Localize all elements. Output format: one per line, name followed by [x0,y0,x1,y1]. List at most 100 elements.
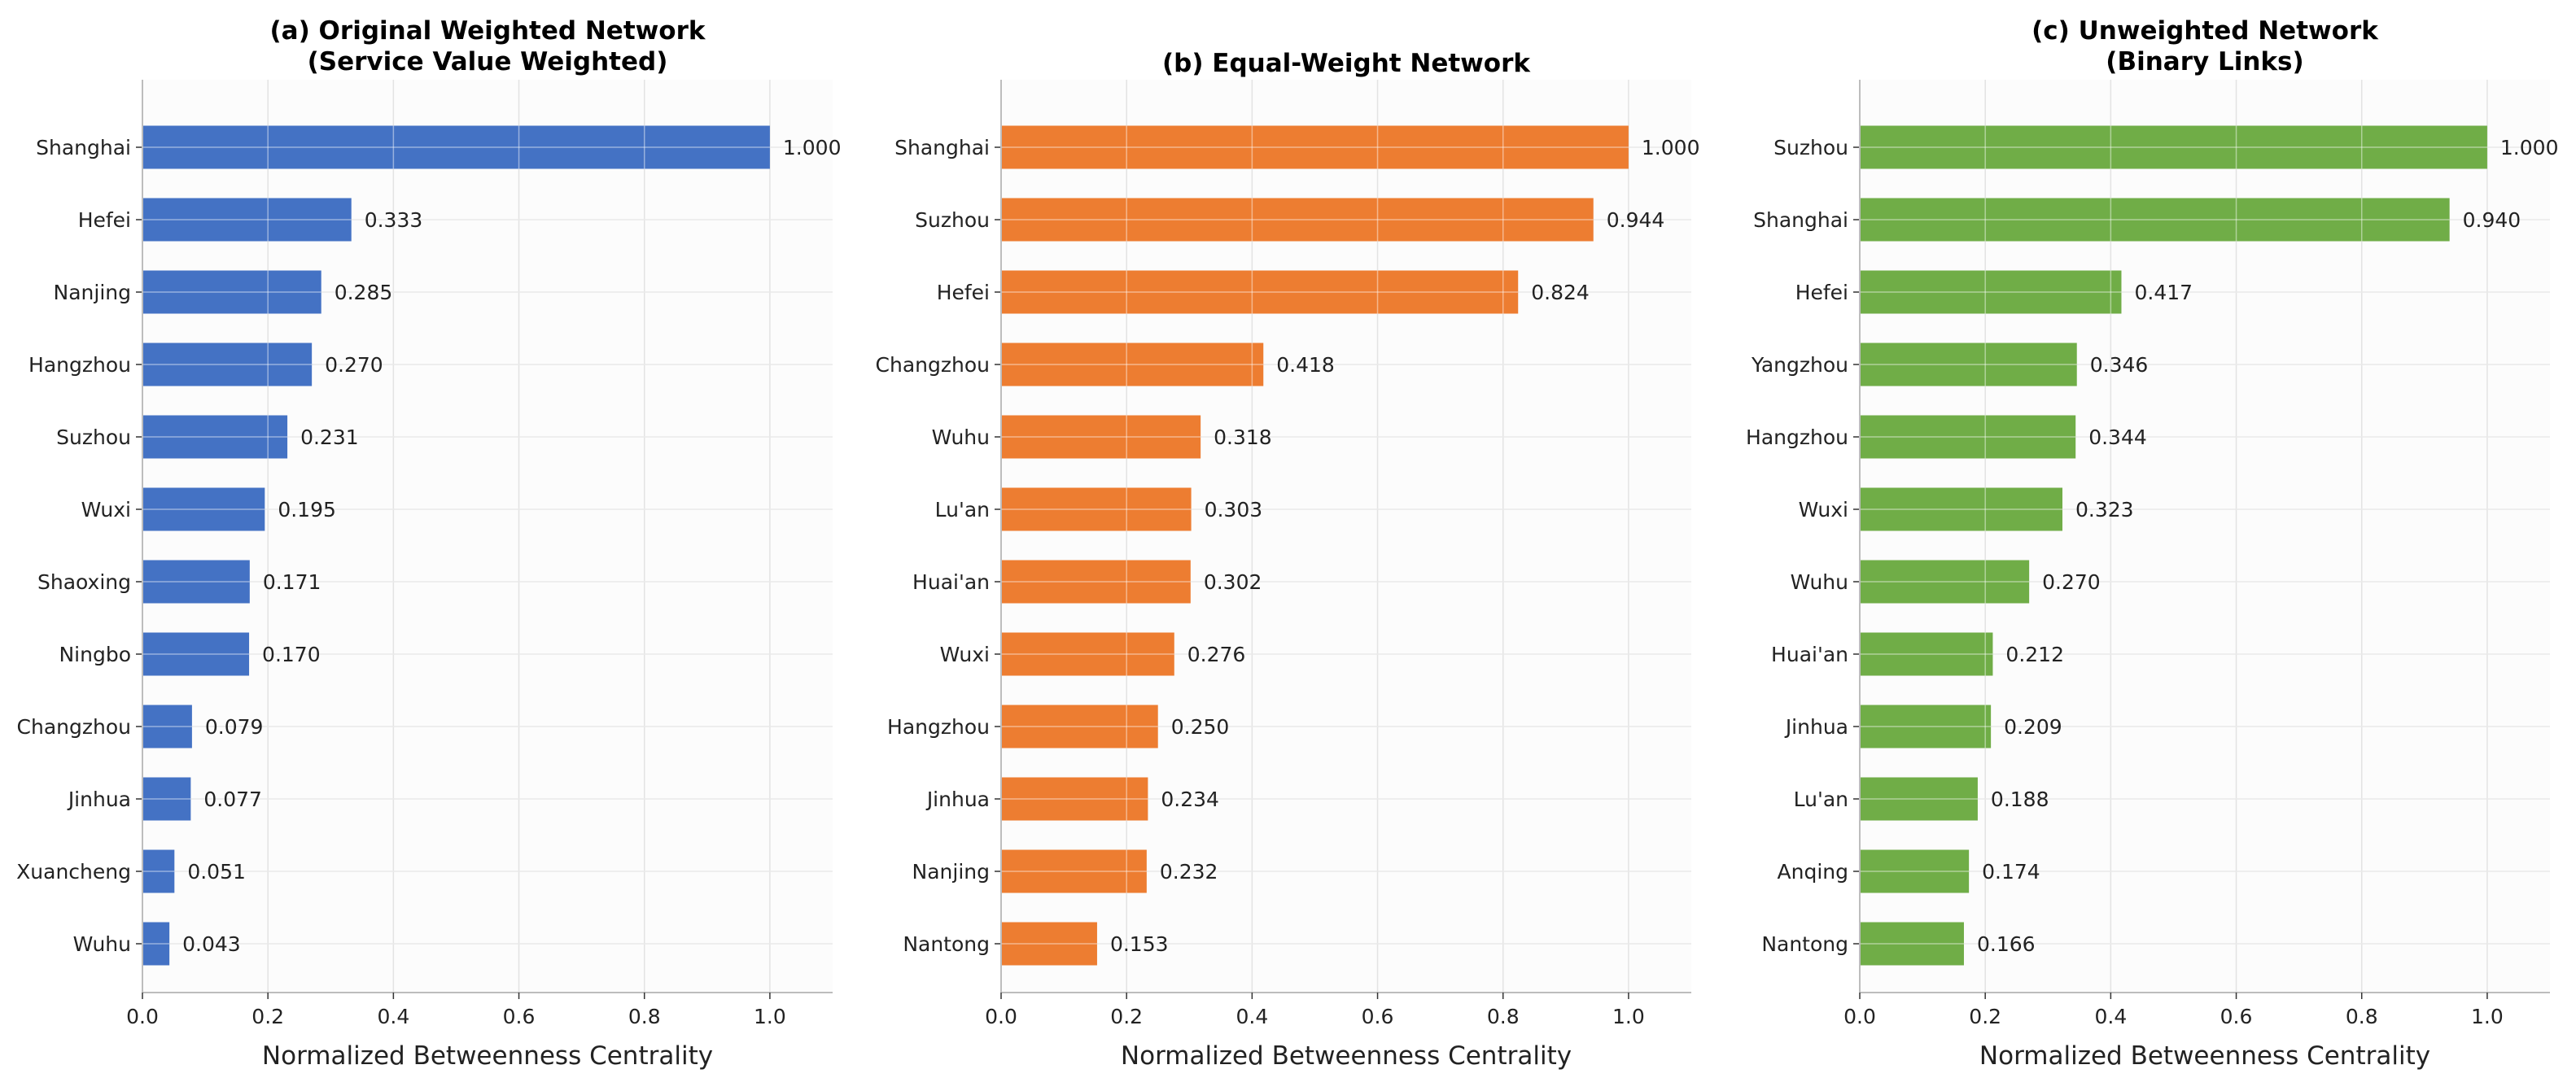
panel-c: 1.000 Suzhou 0.940 Shanghai 0.417 Hefei 0.346 Y… [1746,16,2558,1071]
data-label: 0.051 [187,860,246,884]
y-tick-label: Wuxi [940,643,990,666]
data-label: 0.285 [335,281,393,304]
x-tick-label: 0.2 [251,1005,284,1028]
bar [1001,198,1594,242]
bar [1001,487,1192,531]
bar [142,922,170,966]
x-tick-label: 1.0 [1612,1005,1645,1028]
x-tick-label: 0.0 [985,1005,1017,1028]
data-label: 0.234 [1161,788,1219,811]
y-tick-label: Hangzhou [28,353,131,377]
data-label: 0.333 [365,208,423,232]
y-tick-label: Nanjing [912,860,990,884]
y-tick-label: Nanjing [54,281,131,304]
y-tick-label: Huai'an [1771,643,1848,666]
y-tick-label: Shaoxing [37,570,131,594]
data-label: 1.000 [2500,136,2559,159]
bar [1860,632,1993,676]
bar [1860,415,2076,459]
bar [142,849,175,893]
bar [1001,922,1097,966]
chart-title: (Binary Links) [2106,47,2303,76]
bar [142,632,250,676]
bar [142,560,250,604]
data-label: 0.209 [2004,715,2062,739]
x-tick-label: 0.2 [1110,1005,1143,1028]
y-tick-label: Wuhu [1791,570,1848,594]
y-tick-label: Huai'an [912,570,990,594]
y-tick-label: Wuxi [1799,498,1848,521]
x-tick-label: 0.0 [1843,1005,1876,1028]
y-tick-label: Ningbo [59,643,131,666]
data-label: 0.166 [1977,932,2036,956]
x-tick-label: 0.6 [2220,1005,2253,1028]
bar [1860,125,2487,169]
y-tick-label: Lu'an [935,498,990,521]
x-tick-label: 1.0 [2471,1005,2504,1028]
data-label: 0.940 [2463,208,2521,232]
y-tick-label: Suzhou [56,425,131,449]
y-tick-label: Nantong [1761,932,1848,956]
data-label: 0.944 [1607,208,1665,232]
bar [1001,270,1519,314]
bar [1001,705,1158,748]
bar [142,705,192,748]
x-tick-label: 0.4 [1236,1005,1268,1028]
data-label: 0.302 [1204,570,1262,594]
x-tick-label: 0.8 [628,1005,661,1028]
y-tick-label: Suzhou [915,208,990,232]
data-label: 0.318 [1214,425,1272,449]
data-label: 0.346 [2090,353,2149,377]
panel-b: 1.000 Shanghai 0.944 Suzhou 0.824 Hefei 0.418 C… [876,49,1700,1071]
data-label: 1.000 [1642,136,1700,159]
bar [1001,849,1147,893]
y-tick-label: Hefei [78,208,131,232]
bar [1860,922,1964,966]
y-tick-label: Suzhou [1773,136,1848,159]
data-label: 0.250 [1171,715,1230,739]
y-tick-label: Jinhua [1784,715,1848,739]
data-label: 0.824 [1531,281,1590,304]
bar [1001,777,1148,821]
bar [1860,198,2450,242]
y-tick-label: Hefei [937,281,990,304]
chart-title: (c) Unweighted Network [2031,16,2379,46]
y-tick-label: Jinhua [925,788,990,811]
data-label: 0.079 [205,715,264,739]
bar [142,343,313,386]
x-tick-label: 0.4 [377,1005,409,1028]
data-label: 0.323 [2075,498,2134,521]
data-label: 0.077 [203,788,262,811]
x-tick-label: 0.0 [126,1005,159,1028]
y-tick-label: Wuxi [81,498,131,521]
data-label: 0.043 [182,932,241,956]
y-tick-label: Shanghai [894,136,990,159]
y-tick-label: Shanghai [1753,208,1848,232]
y-tick-label: Shanghai [36,136,131,159]
y-tick-label: Changzhou [876,353,990,377]
bar [142,198,352,242]
chart-title: (b) Equal-Weight Network [1162,49,1531,78]
panel-a: 1.000 Shanghai 0.333 Hefei 0.285 Nanjing 0.270… [16,16,841,1071]
bar [1860,705,1992,748]
y-tick-label: Changzhou [17,715,131,739]
data-label: 0.418 [1276,353,1335,377]
data-label: 0.170 [262,643,321,666]
y-tick-label: Hangzhou [1746,425,1848,449]
data-label: 0.417 [2134,281,2193,304]
y-tick-label: Hefei [1795,281,1848,304]
bar [1001,560,1191,604]
bar [1001,632,1174,676]
bar [142,125,770,169]
data-label: 0.195 [278,498,336,521]
data-label: 0.270 [2042,570,2101,594]
bar [1860,487,2063,531]
y-tick-label: Nantong [903,932,990,956]
y-tick-label: Xuancheng [16,860,131,884]
data-label: 0.344 [2088,425,2147,449]
x-tick-label: 0.6 [1362,1005,1394,1028]
bar [1860,560,2030,604]
data-label: 0.153 [1110,932,1169,956]
bar [142,777,191,821]
